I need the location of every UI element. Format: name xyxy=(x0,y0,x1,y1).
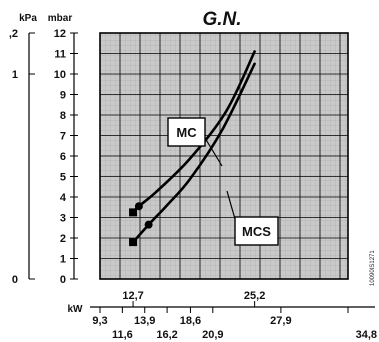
mcs-label-box: MCS xyxy=(226,190,279,246)
mbar-tick-label: 9 xyxy=(60,90,66,102)
mbar-tick-label: 0 xyxy=(60,274,66,286)
kw-unit-label: kW xyxy=(68,304,84,315)
chart-title: G.N. xyxy=(202,9,241,30)
mbar-tick-label: 7 xyxy=(60,131,66,143)
mbar-tick-label: 3 xyxy=(60,213,66,225)
mbar-tick-label: 12 xyxy=(54,28,66,40)
mbar-tick-label: 4 xyxy=(60,192,67,204)
mc-label-leader xyxy=(204,137,223,167)
kw-tick-label-upper: 27,9 xyxy=(270,315,291,327)
mcs-label-frame xyxy=(234,216,279,246)
kw-tick-label-upper: 18,6 xyxy=(180,315,201,327)
mbar-tick-label: 11 xyxy=(54,49,66,61)
kw-tick-label-upper: 9,3 xyxy=(92,315,107,327)
series-point-marker-mcs xyxy=(144,220,153,229)
mcs-label-text: MCS xyxy=(242,224,271,239)
kpa-tick-label: 1 xyxy=(12,69,18,81)
kw-tick-label-lower: 20,9 xyxy=(202,329,223,341)
kw-tick-label-lower: 11,6 xyxy=(112,329,133,341)
mbar-tick-label: 6 xyxy=(60,151,66,163)
major-grid xyxy=(100,32,348,280)
mbar-tick-label: 10 xyxy=(54,69,66,81)
mbar-unit-label: mbar xyxy=(48,13,73,24)
kw-tick-label-lower: 34,8 xyxy=(356,329,377,341)
kw-tick-label-lower: 16,2 xyxy=(156,329,177,341)
image-code: 10090IS1271 xyxy=(370,250,376,286)
mc-label-box: MC xyxy=(167,117,223,167)
mc-label-text: MC xyxy=(176,125,197,140)
series-point-marker-mc xyxy=(134,202,143,211)
mcs-label-leader xyxy=(226,190,236,220)
series-start-marker-mcs xyxy=(129,238,138,247)
kw-tick-label-top: 25,2 xyxy=(244,290,265,302)
mbar-tick-label: 8 xyxy=(60,110,66,122)
mc-label-frame xyxy=(167,117,206,147)
plot-frame xyxy=(99,32,349,280)
mbar-tick-label: 5 xyxy=(60,172,66,184)
mbar-tick-label: 1 xyxy=(60,254,66,266)
kpa-unit-label: kPa xyxy=(19,13,37,24)
series-layer xyxy=(129,50,256,247)
kpa-tick-label: ,2 xyxy=(9,28,18,40)
kw-tick-label-top: 12,7 xyxy=(122,290,143,302)
mbar-tick-label: 2 xyxy=(60,233,66,245)
kpa-tick-label: 0 xyxy=(12,274,18,286)
series-start-marker-mc xyxy=(129,208,138,217)
kw-tick-label-upper: 13,9 xyxy=(134,315,155,327)
